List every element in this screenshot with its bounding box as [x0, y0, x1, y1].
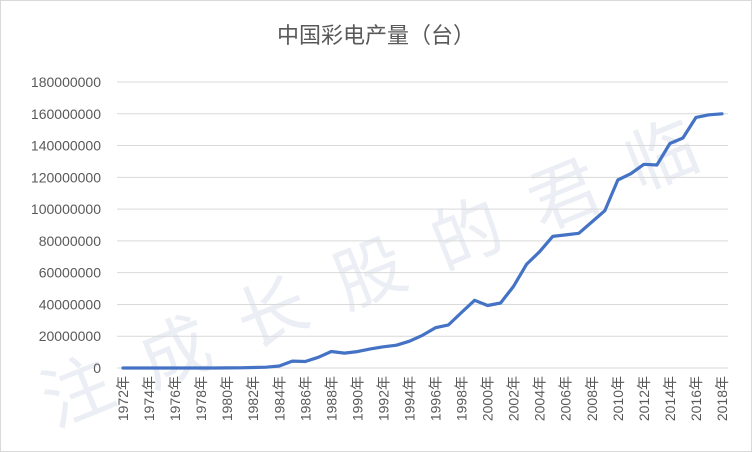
x-tick-label: 1992年: [375, 376, 391, 421]
y-tick-label: 180000000: [31, 74, 101, 90]
x-tick-label: 2018年: [714, 376, 730, 421]
x-tick-label: 1976年: [167, 376, 183, 421]
x-tick-label: 1974年: [141, 376, 157, 421]
x-tick-label: 2012年: [636, 376, 652, 421]
x-tick-label: 2000年: [480, 376, 496, 421]
y-tick-label: 100000000: [31, 201, 101, 217]
x-tick-label: 1986年: [297, 376, 313, 421]
x-tick-label: 1988年: [323, 376, 339, 421]
x-tick-label: 1984年: [271, 376, 287, 421]
x-tick-label: 1972年: [115, 376, 131, 421]
x-tick-label: 2008年: [584, 376, 600, 421]
x-tick-label: 1998年: [454, 376, 470, 421]
y-tick-label: 80000000: [39, 233, 102, 249]
watermark: 注成长股的君临: [30, 105, 710, 443]
y-tick-label: 40000000: [39, 296, 102, 312]
x-tick-label: 2014年: [662, 376, 678, 421]
y-tick-label: 20000000: [39, 328, 102, 344]
y-tick-label: 60000000: [39, 265, 102, 281]
x-tick-label: 1990年: [349, 376, 365, 421]
x-tick-label: 1978年: [193, 376, 209, 421]
x-tick-label: 2016年: [688, 376, 704, 421]
x-tick-label: 1996年: [428, 376, 444, 421]
x-tick-label: 2004年: [532, 376, 548, 421]
x-tick-label: 1982年: [245, 376, 261, 421]
y-tick-label: 140000000: [31, 138, 101, 154]
x-tick-label: 1994年: [401, 376, 417, 421]
x-tick-label: 2002年: [506, 376, 522, 421]
y-tick-label: 160000000: [31, 106, 101, 122]
x-tick-label: 2006年: [558, 376, 574, 421]
x-tick-label: 2010年: [610, 376, 626, 421]
y-tick-label: 0: [93, 360, 101, 376]
chart-title: 中国彩电产量（台）: [276, 24, 475, 49]
x-tick-label: 1980年: [219, 376, 235, 421]
y-tick-label: 120000000: [31, 169, 101, 185]
